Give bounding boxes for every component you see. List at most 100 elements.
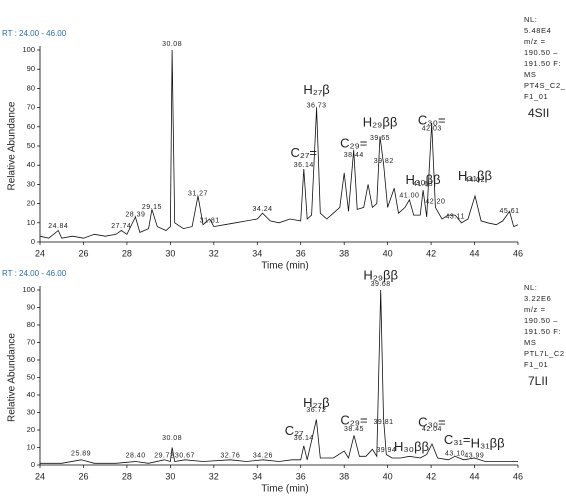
y-tick-label: 30 xyxy=(27,179,35,188)
peak-label: 24.84 xyxy=(48,223,68,230)
x-axis-label: Time (min) xyxy=(261,261,308,272)
side-info: F1_01 xyxy=(524,92,548,101)
rt-range: RT : 24.00 - 46.00 xyxy=(2,269,67,278)
y-tick-label: 70 xyxy=(27,337,35,346)
x-tick-label: 36 xyxy=(296,471,306,481)
sample-name: 4SII xyxy=(528,106,549,120)
y-tick-label: 10 xyxy=(27,218,35,227)
y-tick-label: 0 xyxy=(31,460,35,469)
compound-label: C₂₉= xyxy=(340,136,367,151)
peak-label: 34.24 xyxy=(252,206,272,213)
compound-label: H₂₇β xyxy=(303,82,329,97)
compound-label: C₂₉= xyxy=(340,413,367,428)
y-tick-label: 10 xyxy=(27,442,35,451)
y-tick-label: 60 xyxy=(27,355,35,364)
peak-label: 28.39 xyxy=(125,212,145,219)
side-info: 3.22E6 xyxy=(524,294,551,303)
trace xyxy=(40,289,518,464)
side-info: MS xyxy=(524,338,536,347)
side-info: F1_01 xyxy=(524,360,548,369)
x-tick-label: 42 xyxy=(426,248,436,258)
x-tick-label: 46 xyxy=(513,471,523,481)
y-tick-label: 50 xyxy=(27,141,35,150)
y-axis-label: Relative Abundance xyxy=(7,101,18,190)
trace xyxy=(39,49,519,239)
compound-label: H₃₁ββ xyxy=(458,168,492,183)
side-info: m/z = xyxy=(524,37,546,46)
x-tick-label: 44 xyxy=(470,471,480,481)
compound-label: C₂₇ xyxy=(285,423,304,438)
side-info: MS xyxy=(524,70,536,79)
x-tick-label: 38 xyxy=(339,248,349,258)
compound-label: C₃₀= xyxy=(418,414,446,429)
side-info: 5.48E4 xyxy=(524,26,551,35)
x-tick-label: 28 xyxy=(122,471,132,481)
x-tick-label: 32 xyxy=(209,471,219,481)
peak-label: 42.20 xyxy=(425,198,445,205)
x-tick-label: 46 xyxy=(513,248,523,258)
peak-label: 32.76 xyxy=(220,452,240,459)
peak-label: 36.72 xyxy=(306,407,326,414)
peak-label: 43.99 xyxy=(464,452,484,459)
compound-label: H₃₀ββ xyxy=(394,439,429,454)
peak-label: 30.67 xyxy=(175,452,195,459)
peak-label: 30.08 xyxy=(162,41,182,48)
x-tick-label: 42 xyxy=(426,471,436,481)
side-info: 190.50 – xyxy=(524,316,558,325)
peak-label: 41.63 xyxy=(413,181,433,188)
peak-label: 39.81 xyxy=(373,419,393,426)
x-tick-label: 28 xyxy=(122,248,132,258)
compound-label: H₂₇β xyxy=(303,395,329,410)
peak-label: 44.02 xyxy=(465,177,485,184)
compound-label: H₃₀ββ xyxy=(406,172,441,187)
peak-label: 27.74 xyxy=(111,223,131,230)
x-tick-label: 24 xyxy=(35,471,45,481)
compound-label: C₃₀= xyxy=(418,112,446,127)
peak-label: 42.04 xyxy=(422,426,442,433)
y-tick-label: 40 xyxy=(27,390,35,399)
peak-label: 39.82 xyxy=(374,158,394,165)
peak-label: 25.89 xyxy=(71,451,91,458)
side-info: NL: xyxy=(524,283,537,292)
side-info: 191.50 F: xyxy=(524,327,561,336)
compound-label: H₃₁ββ xyxy=(471,435,505,450)
y-tick-label: 40 xyxy=(27,160,35,169)
peak-label: 36.73 xyxy=(307,102,327,109)
peak-label: 38.44 xyxy=(344,152,364,159)
side-info: NL: xyxy=(524,15,537,24)
compound-label: C₂₇= xyxy=(291,145,318,160)
side-info: PT4S_C2_ xyxy=(524,81,566,90)
peak-label: 29.15 xyxy=(142,204,162,211)
peak-label: 39.94 xyxy=(376,447,396,454)
peak-label: 45.61 xyxy=(500,208,520,215)
x-tick-label: 40 xyxy=(383,471,393,481)
y-axis-label: Relative Abundance xyxy=(7,333,18,422)
peak-label: 28.40 xyxy=(126,452,146,459)
x-tick-label: 34 xyxy=(252,248,262,258)
y-tick-label: 20 xyxy=(27,199,35,208)
compound-label: C₃₁= xyxy=(444,432,471,447)
peak-label: 39.65 xyxy=(370,135,390,142)
peak-label: 30.08 xyxy=(162,435,182,442)
side-info: 190.50 – xyxy=(524,48,558,57)
peak-label: 36.14 xyxy=(294,435,314,442)
y-tick-label: 0 xyxy=(31,237,35,246)
x-tick-label: 30 xyxy=(165,248,175,258)
peak-label: 42.03 xyxy=(422,125,442,132)
y-tick-label: 90 xyxy=(27,64,35,73)
y-tick-label: 100 xyxy=(22,285,35,294)
y-tick-label: 100 xyxy=(22,45,35,54)
x-tick-label: 30 xyxy=(165,471,175,481)
sample-name: 7LII xyxy=(528,374,548,388)
x-tick-label: 44 xyxy=(470,248,480,258)
side-info: PTL7L_C2 xyxy=(524,349,565,358)
x-tick-label: 24 xyxy=(35,248,45,258)
y-tick-label: 60 xyxy=(27,122,35,131)
compound-label: H₂₉ββ xyxy=(363,114,398,129)
side-info: 191.50 F: xyxy=(524,59,561,68)
peak-label: 38.45 xyxy=(344,426,364,433)
y-tick-label: 30 xyxy=(27,407,35,416)
peak-label: 34.26 xyxy=(253,452,273,459)
peak-label: 31.27 xyxy=(188,191,208,198)
